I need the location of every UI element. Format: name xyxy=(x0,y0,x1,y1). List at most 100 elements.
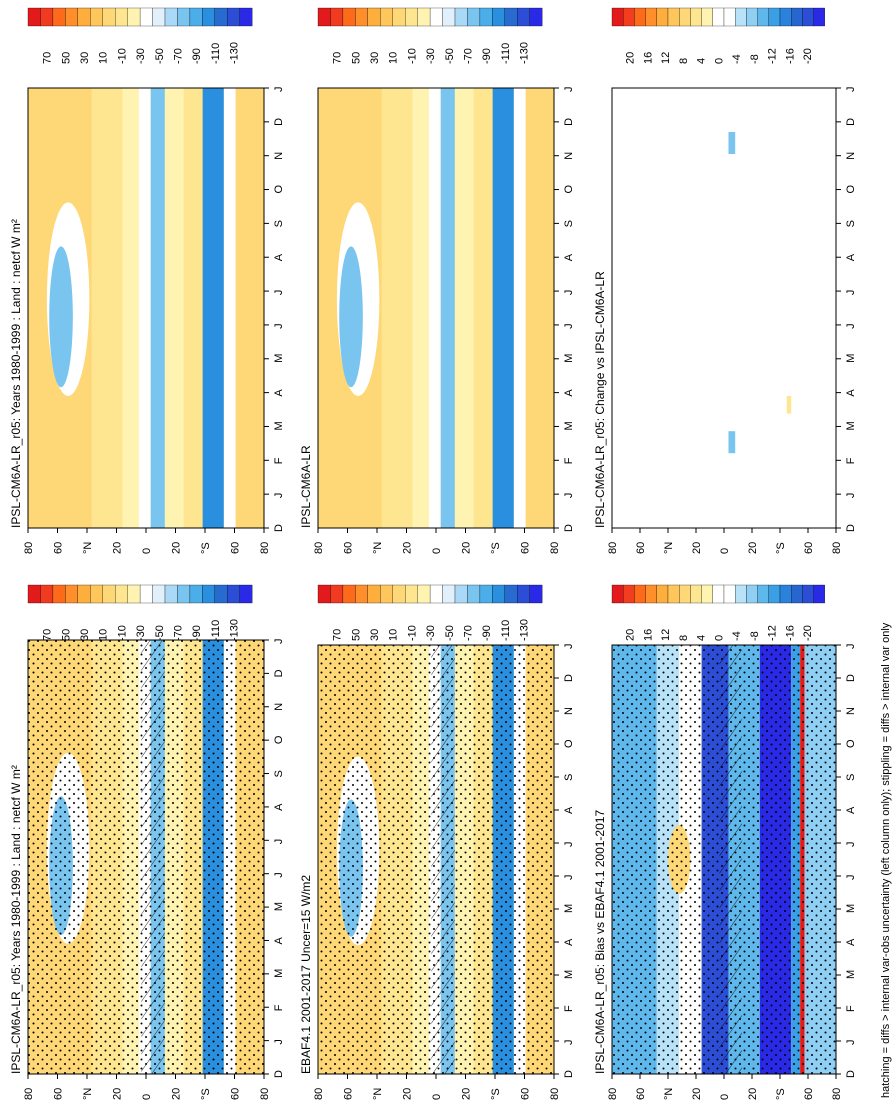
colorbar-label: -10 xyxy=(406,625,418,641)
colorbar: 70 50 30 10 -10 -30 -50 -70 -90 -110 -130 xyxy=(27,7,253,64)
colorbar-swatch xyxy=(52,584,66,604)
colorbar-swatch xyxy=(405,584,418,604)
colorbar-swatch xyxy=(367,7,381,27)
month-label: M xyxy=(273,421,285,430)
colorbar-swatch xyxy=(27,584,41,604)
colorbar-swatch xyxy=(701,584,713,604)
month-label: J xyxy=(563,87,575,93)
lat-label: 0 xyxy=(431,548,443,554)
month-label: A xyxy=(845,938,857,946)
lat-label: 60 xyxy=(520,542,532,554)
colorbar-label: 8 xyxy=(678,58,690,64)
colorbar-label: -50 xyxy=(444,625,456,641)
colorbar-swatch xyxy=(611,7,624,27)
colorbar-swatch xyxy=(611,584,624,604)
colorbar-swatch xyxy=(405,7,418,27)
colorbar-label: 30 xyxy=(369,52,381,64)
colorbar-swatch xyxy=(802,7,814,27)
map-band xyxy=(612,88,836,528)
colorbar-label: -130 xyxy=(519,42,531,64)
colorbar-label: -130 xyxy=(229,619,241,641)
colorbar: 70 50 30 10 -10 -30 -50 -70 -90 -110 -130 xyxy=(317,7,543,64)
colorbar-swatch xyxy=(239,584,253,604)
map-band xyxy=(513,88,526,528)
lat-label: °S xyxy=(200,1088,212,1100)
lat-label: 0 xyxy=(719,548,731,554)
lat-label: 0 xyxy=(719,1094,731,1100)
colorbar-swatch xyxy=(342,7,356,27)
month-label: M xyxy=(845,421,857,430)
month-label: A xyxy=(563,389,575,397)
month-label: M xyxy=(273,902,285,911)
colorbar-label: 50 xyxy=(60,629,72,641)
map-band xyxy=(525,88,554,528)
month-label: J xyxy=(563,644,575,650)
colorbar-swatch xyxy=(164,7,178,27)
colorbar-swatch xyxy=(667,7,680,27)
panel-model: D J F M A M J J A S O N D J 80 60 °N 20 0 20 °S 60 80 IPSL-CM6A… xyxy=(9,584,285,1100)
colorbar-label: -90 xyxy=(191,625,203,641)
colorbar-label: 16 xyxy=(642,52,654,64)
map-patch xyxy=(786,396,792,414)
month-label: D xyxy=(563,524,575,532)
colorbar-swatch xyxy=(380,7,393,27)
month-label: J xyxy=(845,1040,857,1046)
lat-label: °S xyxy=(490,542,502,554)
map-band xyxy=(164,88,184,528)
colorbar-swatch xyxy=(139,7,153,27)
lat-label: 80 xyxy=(607,542,619,554)
panel-refname: D J F M A M J J A S O N D J 80 60 °N 20 0 20 °S 60 80 IPSL-CM6A… xyxy=(299,7,575,554)
colorbar-label: 12 xyxy=(660,52,672,64)
colorbar-swatch xyxy=(330,584,344,604)
colorbar-label: -30 xyxy=(425,625,437,641)
colorbar-swatch xyxy=(65,7,78,27)
colorbar-swatch xyxy=(623,584,635,604)
colorbar-swatch xyxy=(317,7,331,27)
lat-label: 60 xyxy=(53,542,65,554)
month-label: D xyxy=(845,1070,857,1078)
colorbar-swatch xyxy=(667,584,680,604)
panel-title: IPSL-CM6A-LR_r05: Years 1980-1999 : Land… xyxy=(9,765,23,1074)
month-label: J xyxy=(563,1040,575,1046)
month-label: J xyxy=(273,290,285,296)
lat-label: °N xyxy=(82,542,94,554)
month-label: M xyxy=(273,969,285,978)
colorbar-swatch xyxy=(77,7,91,27)
colorbar-swatch xyxy=(52,7,66,27)
colorbar-label: -110 xyxy=(210,620,222,641)
colorbar-swatch xyxy=(746,7,758,27)
colorbar-swatch xyxy=(177,584,191,604)
lat-label: 0 xyxy=(141,1094,153,1100)
colorbar-swatch xyxy=(65,584,78,604)
colorbar-label: -50 xyxy=(154,625,166,641)
month-label: D xyxy=(563,1070,575,1078)
month-label: N xyxy=(563,707,575,715)
month-label: D xyxy=(845,524,857,532)
month-label: D xyxy=(563,118,575,126)
hatching xyxy=(141,640,165,1074)
colorbar-swatch xyxy=(139,584,153,604)
month-label: S xyxy=(845,774,857,781)
colorbar-label: 50 xyxy=(350,52,362,64)
colorbar-label: -20 xyxy=(802,625,814,641)
colorbar-swatch xyxy=(813,7,825,27)
colorbar-swatch xyxy=(115,584,128,604)
panel-title: IPSL-CM6A-LR_r05: Years 1980-1999 : Land… xyxy=(9,219,23,528)
month-label: N xyxy=(273,703,285,711)
hatching xyxy=(431,645,455,1074)
month-label: A xyxy=(845,806,857,814)
colorbar-swatch xyxy=(679,7,691,27)
map-band xyxy=(223,88,236,528)
month-label: F xyxy=(273,1004,285,1011)
lat-label: 0 xyxy=(141,548,153,554)
colorbar-label: -10 xyxy=(116,48,128,64)
colorbar-label: -90 xyxy=(481,48,493,64)
colorbar-swatch xyxy=(492,584,505,604)
colorbar-swatch xyxy=(214,7,228,27)
month-label: S xyxy=(563,220,575,227)
month-label: F xyxy=(273,457,285,464)
month-label: A xyxy=(845,253,857,261)
colorbar-swatch xyxy=(239,7,253,27)
map-band xyxy=(122,88,139,528)
lat-label: 80 xyxy=(607,1088,619,1100)
